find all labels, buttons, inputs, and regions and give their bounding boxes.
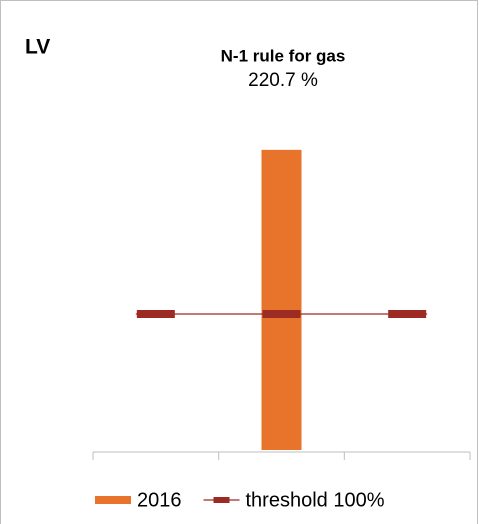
value-label: 220.7 % [248, 70, 318, 91]
threshold-marker [136, 310, 175, 318]
threshold-marker [262, 310, 301, 318]
panel-label: LV [25, 36, 50, 59]
bar [261, 149, 302, 450]
legend-label: threshold 100% [246, 489, 385, 511]
chart-title: N-1 rule for gas [221, 46, 346, 65]
legend-swatch [213, 497, 230, 503]
legend-swatch [95, 496, 131, 504]
threshold-marker [388, 310, 427, 318]
legend-label: 2016 [137, 489, 182, 511]
